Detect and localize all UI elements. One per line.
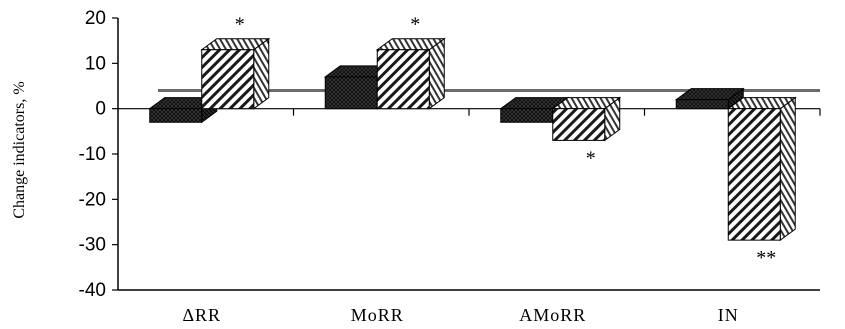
- bar-side: [253, 37, 270, 110]
- significance-marks: * ****: [235, 14, 777, 269]
- bar-front: [552, 108, 606, 141]
- significance-mark: *: [410, 14, 420, 36]
- y-tick-label: 10: [85, 53, 106, 74]
- bar-front: [675, 99, 729, 110]
- y-tick-label: -40: [79, 280, 106, 301]
- y-axis-ticks: 20 10 0 -10 -20 -30 -40: [79, 8, 118, 301]
- bar-front: [376, 49, 430, 110]
- bar: [726, 96, 797, 242]
- y-tick-label: -20: [79, 189, 106, 210]
- bar-front: [324, 76, 378, 110]
- bar: [674, 87, 745, 110]
- bar: [551, 96, 622, 142]
- bar: [200, 37, 271, 110]
- significance-mark: *: [586, 147, 596, 169]
- x-axis-labels: ΔRR MoRR AMoRR IN: [182, 305, 739, 325]
- category-label: IN: [718, 305, 739, 325]
- bar-side: [428, 37, 445, 110]
- bar-front: [149, 108, 203, 123]
- y-tick-label: 0: [95, 99, 106, 120]
- category-label: MoRR: [351, 305, 404, 325]
- bars: [148, 37, 797, 242]
- category-label: ΔRR: [182, 305, 221, 325]
- bar-front: [201, 49, 255, 110]
- y-axis-label: Change indicators, %: [11, 81, 28, 218]
- bar-side: [779, 96, 796, 242]
- bar-front: [500, 108, 554, 123]
- y-tick-label: 20: [85, 8, 106, 29]
- bar-front: [727, 108, 781, 241]
- significance-mark: *: [235, 14, 245, 36]
- significance-mark: **: [756, 247, 776, 269]
- bar: [375, 37, 446, 110]
- category-label: AMoRR: [519, 305, 586, 325]
- y-tick-label: -10: [79, 144, 106, 165]
- y-tick-label: -30: [79, 235, 106, 256]
